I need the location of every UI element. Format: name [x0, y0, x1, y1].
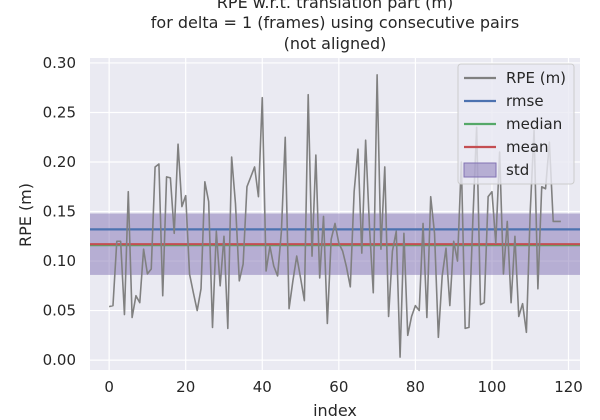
y-axis-label: RPE (m)	[16, 183, 35, 247]
x-tick-label: 60	[329, 378, 348, 396]
y-tick-label: 0.10	[43, 252, 76, 270]
y-tick-label: 0.05	[43, 302, 76, 320]
x-tick-label: 0	[104, 378, 114, 396]
legend-label: std	[506, 161, 529, 179]
chart-title: RPE w.r.t. translation part (m) for delt…	[151, 0, 519, 53]
legend-label: mean	[506, 138, 549, 156]
title-line-1: RPE w.r.t. translation part (m)	[217, 0, 453, 12]
title-line-3: (not aligned)	[284, 34, 387, 53]
x-tick-label: 80	[406, 378, 425, 396]
legend-swatch	[463, 162, 497, 178]
y-tick-label: 0.25	[43, 103, 76, 121]
y-tick-label: 0.00	[43, 351, 76, 369]
tick-labels: 0 20 40 60 80 100 120 0.00 0.05 0.10 0.15 0.20 0.25 0…	[43, 54, 583, 396]
legend-label: RPE (m)	[506, 69, 566, 87]
title-line-2: for delta = 1 (frames) using consecutive…	[151, 13, 519, 32]
legend-label: median	[506, 115, 562, 133]
y-tick-label: 0.20	[43, 153, 76, 171]
x-tick-label: 40	[253, 378, 272, 396]
x-axis-label: index	[313, 401, 357, 420]
y-tick-label: 0.15	[43, 203, 76, 221]
legend-label: rmse	[506, 92, 544, 110]
legend: RPE (m) rmse median mean std	[457, 63, 575, 185]
series-layer	[108, 74, 561, 358]
x-tick-label: 20	[176, 378, 195, 396]
legend-box	[457, 63, 575, 185]
y-tick-label: 0.30	[43, 54, 76, 72]
x-tick-label: 120	[554, 378, 583, 396]
x-tick-label: 100	[478, 378, 507, 396]
stat-lines-layer	[90, 228, 580, 247]
